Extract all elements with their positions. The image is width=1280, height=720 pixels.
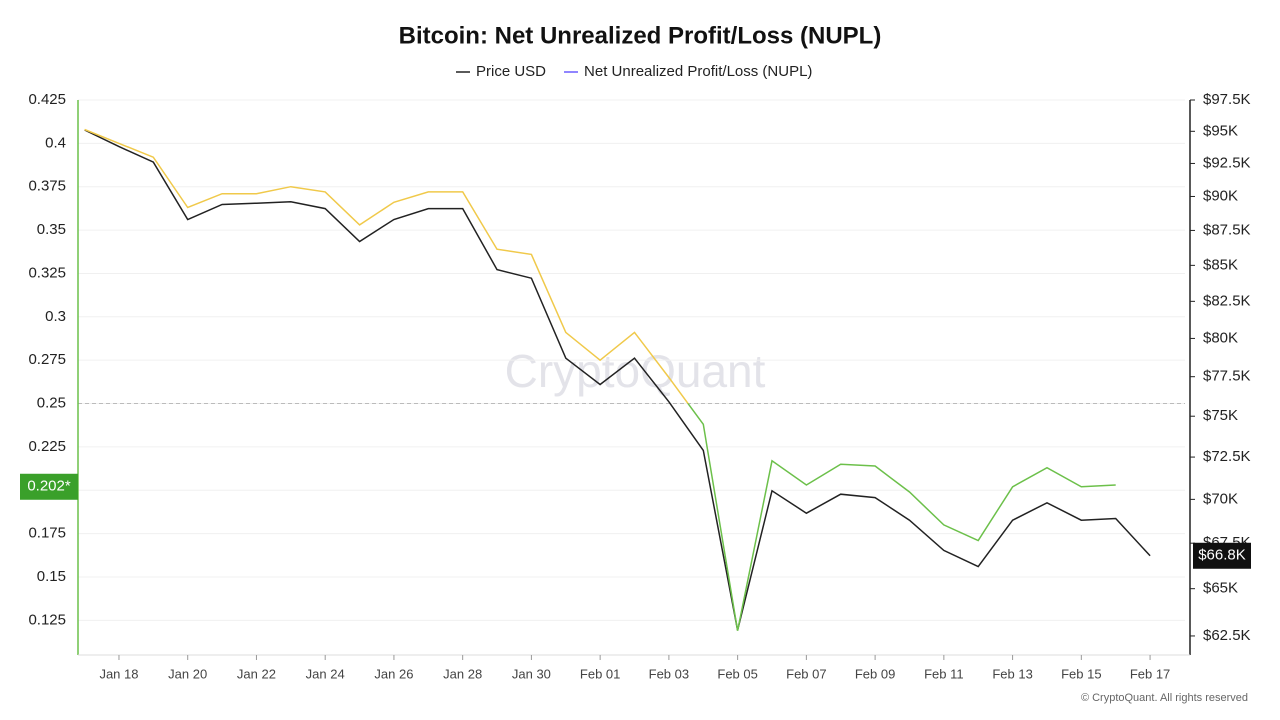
watermark: CryptoQuant [505,345,766,397]
x-tick-label: Feb 03 [649,666,689,681]
y-tick-label: 0.125 [28,611,66,628]
x-tick-label: Feb 01 [580,666,620,681]
x-tick-label: Feb 17 [1130,666,1170,681]
legend-label: Price USD [476,63,546,80]
y-tick-label: 0.4 [45,134,66,151]
footer: © CryptoQuant. All rights reserved [1081,692,1248,704]
y-tick-label: 0.275 [28,351,66,368]
x-tick-label: Feb 15 [1061,666,1101,681]
x-tick-label: Feb 09 [855,666,895,681]
y2-tick-label: $85K [1203,256,1238,273]
y-tick-label: 0.225 [28,438,66,455]
y2-tick-label: $90K [1203,187,1238,204]
x-tick-label: Jan 28 [443,666,482,681]
y2-tick-label: $87.5K [1203,221,1251,238]
y2-tick-label: $95K [1203,122,1238,139]
y-tag-box [20,473,78,500]
legend-label: Net Unrealized Profit/Loss (NUPL) [584,63,812,80]
x-tick-label: Jan 18 [99,666,138,681]
y-tick-label: 0.425 [28,91,66,108]
x-tick-label: Jan 24 [306,666,345,681]
x-tick-label: Jan 20 [168,666,207,681]
y2-tick-label: $62.5K [1203,627,1251,644]
y-tick-label: 0.15 [37,568,66,585]
y2-tick-label: $72.5K [1203,448,1251,465]
y2-tick-label: $82.5K [1203,292,1251,309]
x-tick-label: Feb 13 [992,666,1032,681]
y2-tick-label: $80K [1203,329,1238,346]
y-tag-label: 0.202* [27,478,71,495]
x-tick-label: Jan 26 [374,666,413,681]
y-tick-label: 0.375 [28,178,66,195]
y2-tick-label: $97.5K [1203,91,1251,108]
y-tick-label: 0.35 [37,221,66,238]
y2-tick-label: $70K [1203,490,1238,507]
y-tick-label: 0.3 [45,308,66,325]
x-tick-label: Jan 30 [512,666,551,681]
y2-tag-box [1193,542,1251,569]
y2-tick-label: $77.5K [1203,368,1251,385]
y-tick-label: 0.325 [28,264,66,281]
x-tick-label: Jan 22 [237,666,276,681]
y-tick-label: 0.25 [37,394,66,411]
y2-tag-label: $66.8K [1198,547,1246,564]
series-line [84,129,1151,631]
series-line [84,128,1116,631]
x-tick-label: Feb 11 [924,666,964,681]
x-tick-label: Feb 07 [786,666,826,681]
x-tick-label: Feb 05 [717,666,757,681]
chart-title: Bitcoin: Net Unrealized Profit/Loss (NUP… [399,22,882,49]
y2-tick-label: $65K [1203,580,1238,597]
y2-tick-label: $75K [1203,407,1238,424]
y2-tick-label: $92.5K [1203,154,1251,171]
y-tick-label: 0.175 [28,525,66,542]
